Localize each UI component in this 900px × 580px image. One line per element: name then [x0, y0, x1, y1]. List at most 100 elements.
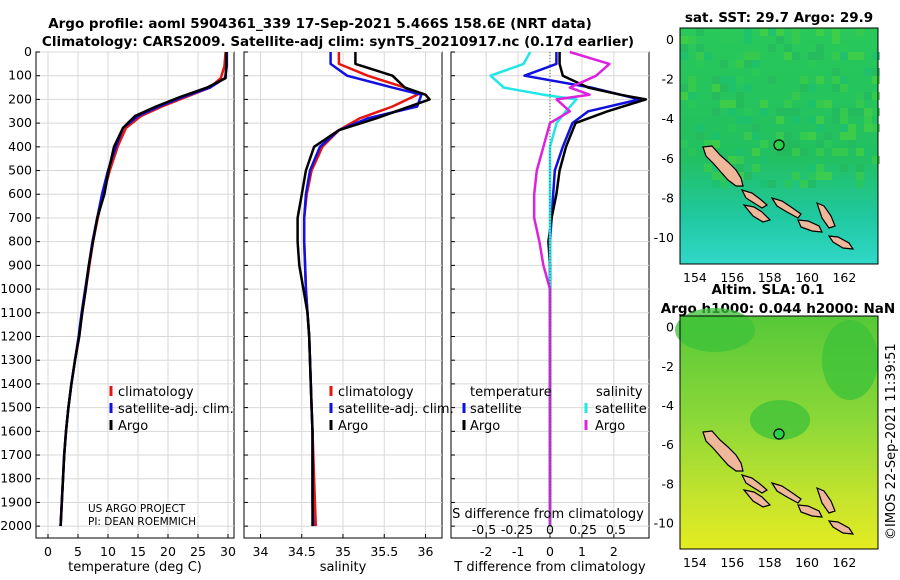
sst-pixel — [736, 156, 744, 164]
sst-pixel — [816, 100, 824, 108]
y-tick-label: 0 — [24, 44, 32, 59]
y-tick-label: 1400 — [0, 376, 32, 391]
x-tick-label: 36 — [418, 544, 434, 559]
sst-map-frame — [679, 27, 879, 265]
sst-pixel — [688, 84, 696, 92]
sst-pixel — [784, 132, 792, 140]
sst-pixel — [848, 52, 856, 60]
sst-pixel — [680, 92, 688, 100]
sst-pixel — [784, 180, 792, 188]
sst-pixel — [752, 164, 760, 172]
sst-pixel — [680, 44, 688, 52]
sst-pixel — [808, 132, 816, 140]
map-y-tick-label: -10 — [654, 516, 674, 531]
map-x-tick-label: 162 — [832, 555, 856, 570]
sst-pixel — [760, 156, 768, 164]
sst-pixel — [752, 148, 760, 156]
sst-pixel — [752, 68, 760, 76]
sst-pixel — [720, 100, 728, 108]
sst-pixel — [792, 172, 800, 180]
temperature-panel-frame — [35, 51, 235, 539]
sst-pixel — [840, 132, 848, 140]
sla-map-highs — [675, 308, 878, 440]
x-tick-label: 20 — [160, 544, 176, 559]
sst-pixel — [760, 100, 768, 108]
legend-temperature-title: temperature — [470, 385, 552, 400]
salinity-x-axis-label: salinity — [320, 560, 367, 575]
sst-pixel — [688, 76, 696, 84]
temperature-x-axis-label: temperature (deg C) — [68, 560, 202, 575]
sst-pixel — [824, 172, 832, 180]
difference-legend: temperature salinity satellite Argo sate… — [462, 385, 647, 434]
sst-pixel — [728, 36, 736, 44]
sst-pixel — [840, 108, 848, 116]
sst-pixel — [696, 60, 704, 68]
sst-pixel — [728, 108, 736, 116]
sst-pixel — [784, 100, 792, 108]
sla-high-2 — [822, 320, 878, 400]
y-tick-label: 1100 — [0, 305, 32, 320]
sla-map-frame — [679, 315, 879, 550]
sst-pixel — [736, 164, 744, 172]
legend-satellite-adj-label: satellite-adj. clim. — [118, 402, 234, 417]
sst-pixel — [776, 132, 784, 140]
secondary-x-tick-label: 0.25 — [569, 522, 597, 537]
sst-pixel — [776, 148, 784, 156]
map-y-tick-label: -4 — [662, 111, 675, 126]
sst-pixel — [744, 108, 752, 116]
sst-pixel — [856, 148, 864, 156]
secondary-x-tick-label: 0.5 — [606, 522, 626, 537]
sst-pixel — [744, 36, 752, 44]
credit-pi: PI: DEAN ROEMMICH — [88, 516, 196, 528]
sst-pixel — [792, 92, 800, 100]
island-choiseul — [740, 189, 769, 209]
salinity-legend: climatology satellite-adj. clim. Argo — [329, 385, 454, 434]
x-tick-label: 0 — [44, 544, 52, 559]
sst-pixel — [856, 108, 864, 116]
legend-argo-label: Argo — [338, 419, 368, 434]
map-x-tick-label: 154 — [683, 555, 707, 570]
sst-pixel — [768, 180, 776, 188]
sst-pixel — [784, 44, 792, 52]
sst-pixel — [712, 132, 720, 140]
x-tick-label: 30 — [220, 544, 236, 559]
sst-pixel — [760, 108, 768, 116]
map-x-tick-label: 158 — [758, 555, 782, 570]
series-line-salinity-argo — [532, 50, 611, 527]
argo-float-marker — [773, 428, 785, 440]
y-tick-label: 300 — [8, 115, 32, 130]
secondary-x-tick-label: -0.5 — [472, 522, 496, 537]
sst-pixel — [840, 84, 848, 92]
x-tick-label: 25 — [190, 544, 206, 559]
sst-pixel — [736, 76, 744, 84]
sst-pixel — [856, 164, 864, 172]
sst-pixel — [720, 84, 728, 92]
sst-pixel — [808, 116, 816, 124]
sst-pixel — [816, 164, 824, 172]
sla-map-land — [702, 430, 855, 535]
sst-map-pixels — [680, 28, 880, 188]
sst-pixel — [688, 92, 696, 100]
sst-pixel — [736, 100, 744, 108]
sst-pixel — [824, 100, 832, 108]
sst-pixel — [864, 148, 872, 156]
sst-pixel — [856, 100, 864, 108]
y-tick-label: 1200 — [0, 328, 32, 343]
island-makira — [827, 235, 855, 250]
temperature-legend: climatology satellite-adj. clim. Argo — [109, 385, 234, 434]
x-tick-label: 1 — [578, 544, 586, 559]
sst-pixel — [744, 84, 752, 92]
y-tick-label: 2000 — [0, 518, 32, 533]
sst-pixel — [840, 52, 848, 60]
map-x-tick-label: 156 — [720, 555, 744, 570]
sst-pixel — [808, 180, 816, 188]
sst-pixel — [840, 124, 848, 132]
sst-pixel — [872, 124, 880, 132]
secondary-x-tick-label: -0.25 — [501, 522, 533, 537]
sst-pixel — [696, 52, 704, 60]
sst-pixel — [792, 108, 800, 116]
sst-pixel — [824, 140, 832, 148]
sst-pixel — [680, 84, 688, 92]
sst-pixel — [872, 76, 880, 84]
legend-sal-satellite-label: satellite — [595, 402, 647, 417]
